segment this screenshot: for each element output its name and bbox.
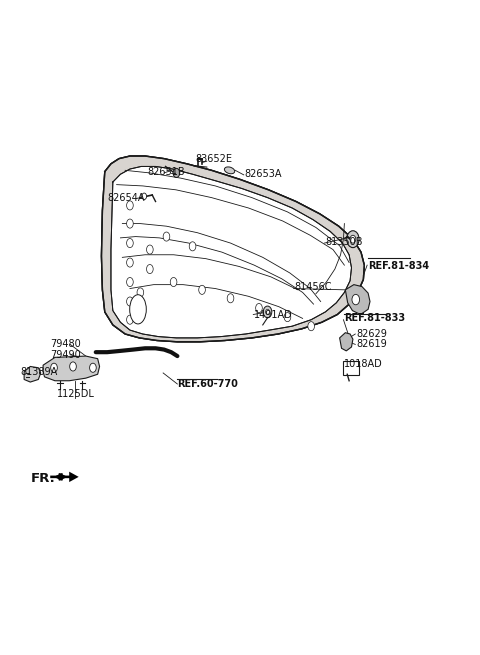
Ellipse shape (130, 295, 146, 324)
Text: 82654A: 82654A (107, 193, 144, 202)
Circle shape (51, 364, 57, 372)
FancyBboxPatch shape (343, 361, 359, 375)
Text: 83652E: 83652E (195, 154, 232, 164)
Circle shape (137, 288, 144, 297)
Circle shape (142, 193, 146, 200)
Text: 79480: 79480 (50, 339, 81, 349)
Polygon shape (101, 156, 364, 342)
Text: 81350B: 81350B (325, 236, 363, 247)
Text: REF.81-833: REF.81-833 (344, 313, 406, 324)
Circle shape (163, 232, 170, 241)
Text: 82629: 82629 (356, 329, 387, 339)
Circle shape (146, 265, 153, 274)
Circle shape (352, 294, 360, 305)
Text: REF.81-834: REF.81-834 (368, 261, 429, 271)
Circle shape (170, 278, 177, 287)
Text: 82651B: 82651B (148, 166, 185, 177)
Text: 81389A: 81389A (21, 367, 58, 377)
Polygon shape (24, 366, 41, 382)
Circle shape (137, 305, 144, 314)
Circle shape (127, 219, 133, 228)
Text: 81456C: 81456C (295, 282, 332, 292)
Circle shape (350, 235, 356, 243)
Circle shape (127, 315, 133, 324)
Circle shape (127, 297, 133, 306)
Circle shape (189, 242, 196, 251)
Text: 1125DL: 1125DL (58, 389, 95, 399)
Circle shape (227, 293, 234, 303)
Circle shape (70, 362, 76, 371)
Text: REF.60-770: REF.60-770 (178, 379, 238, 389)
Text: 1018AD: 1018AD (344, 359, 383, 369)
Text: 79490: 79490 (50, 350, 81, 360)
Circle shape (199, 286, 205, 294)
Polygon shape (340, 333, 353, 351)
Polygon shape (43, 356, 99, 381)
Text: 1491AD: 1491AD (254, 310, 293, 320)
Polygon shape (101, 156, 364, 342)
Circle shape (256, 303, 262, 312)
Circle shape (90, 364, 96, 372)
Circle shape (127, 258, 133, 267)
Circle shape (265, 309, 269, 314)
Text: FR.: FR. (31, 472, 56, 485)
Circle shape (127, 201, 133, 210)
Text: 82653A: 82653A (245, 169, 282, 179)
Ellipse shape (225, 167, 235, 174)
Polygon shape (50, 472, 79, 482)
Circle shape (127, 278, 133, 287)
Circle shape (127, 238, 133, 248)
Polygon shape (345, 285, 370, 314)
Circle shape (263, 306, 272, 318)
Circle shape (146, 245, 153, 254)
Circle shape (173, 168, 180, 178)
Circle shape (308, 322, 314, 331)
Circle shape (347, 231, 359, 248)
Circle shape (284, 312, 291, 322)
Text: 82619: 82619 (356, 339, 387, 349)
